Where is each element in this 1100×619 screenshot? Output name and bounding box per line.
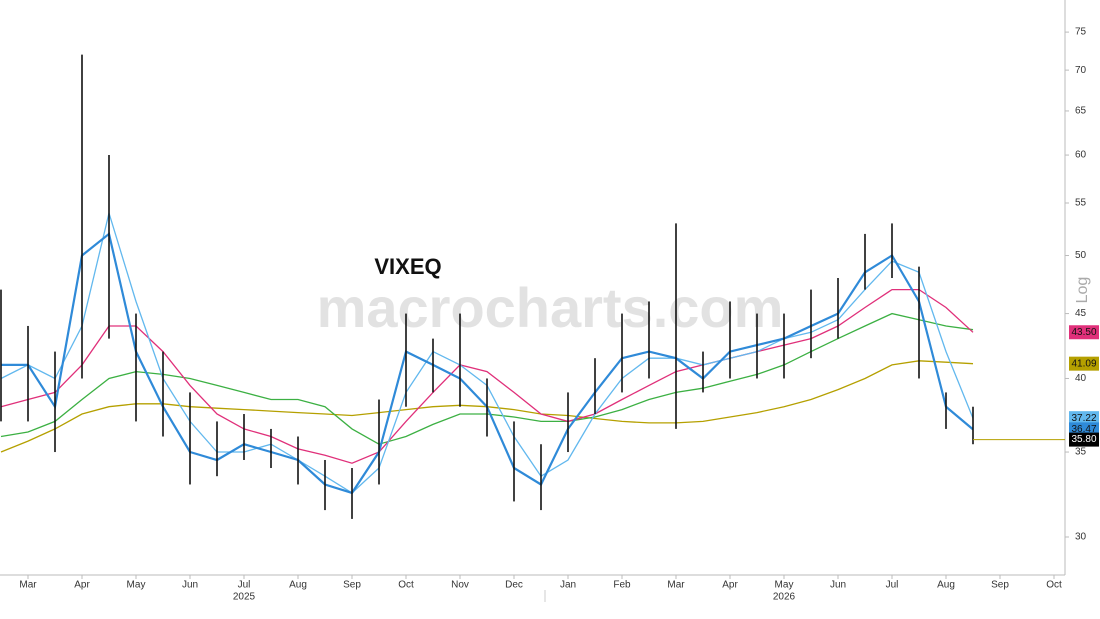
y-tick-label: 75 (1075, 27, 1087, 38)
y-tick-label: 60 (1075, 150, 1087, 161)
x-tick-label: Jun (182, 580, 198, 591)
price-tag-label: 36.47 (1071, 424, 1096, 435)
x-tick-label: Apr (722, 580, 738, 591)
x-tick-label: Jul (238, 580, 251, 591)
x-tick-label: Dec (505, 580, 523, 591)
year-label: 2026 (773, 592, 796, 603)
year-label: 2025 (233, 592, 256, 603)
x-tick-label: Aug (289, 580, 307, 591)
price-tag-label: 43.50 (1071, 327, 1096, 338)
watermark: macrocharts.com (317, 276, 784, 339)
y-tick-label: 70 (1075, 65, 1087, 76)
chart-title: VIXEQ (374, 254, 441, 279)
price-tag-label: 41.09 (1071, 358, 1096, 369)
x-tick-label: Jun (830, 580, 846, 591)
price-tag-label: 37.22 (1071, 413, 1096, 424)
x-tick-label: Mar (667, 580, 685, 591)
x-tick-label: Oct (398, 580, 414, 591)
y-tick-label: 50 (1075, 250, 1087, 261)
x-tick-label: Mar (19, 580, 37, 591)
price-tag (1069, 411, 1099, 426)
x-tick-label: Sep (343, 580, 361, 591)
y-tick-label: 65 (1075, 106, 1087, 117)
x-tick-label: Jul (886, 580, 899, 591)
price-tag (1069, 356, 1099, 371)
x-tick-label: Nov (451, 580, 469, 591)
y-tick-label: 45 (1075, 308, 1087, 319)
price-tag (1069, 325, 1099, 340)
y-tick-label: 30 (1075, 532, 1087, 543)
price-tag (1069, 432, 1099, 447)
price-tag-label: 35.80 (1071, 434, 1096, 445)
x-tick-label: May (127, 580, 146, 591)
x-tick-label: Apr (74, 580, 90, 591)
x-tick-label: Jan (560, 580, 576, 591)
y-axis-label: Log (1074, 277, 1091, 304)
x-tick-label: May (775, 580, 794, 591)
x-tick-label: Aug (937, 580, 955, 591)
y-tick-label: 40 (1075, 373, 1087, 384)
y-tick-label: 55 (1075, 198, 1087, 209)
x-tick-label: Oct (1046, 580, 1062, 591)
y-tick-label: 35 (1075, 447, 1087, 458)
x-tick-label: Feb (613, 580, 631, 591)
x-tick-label: Sep (991, 580, 1009, 591)
